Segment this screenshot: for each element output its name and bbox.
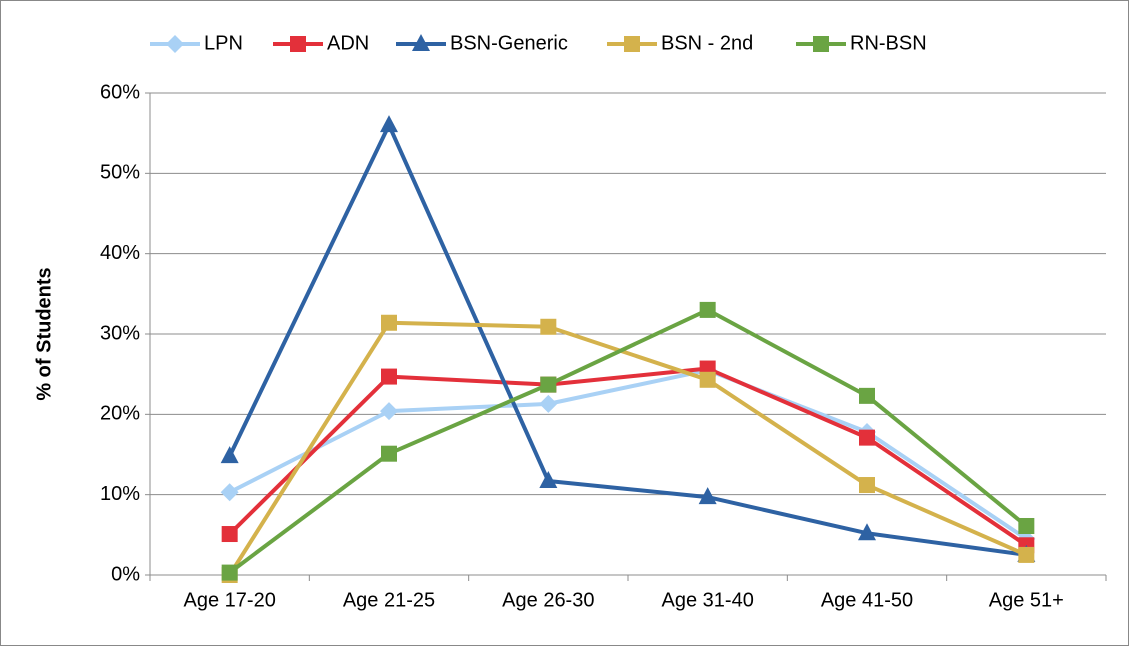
data-point bbox=[539, 471, 558, 489]
data-point bbox=[699, 371, 716, 388]
data-point bbox=[859, 387, 875, 404]
y-tick-label: 30% bbox=[100, 322, 140, 344]
y-tick-label: 40% bbox=[100, 242, 140, 264]
data-point bbox=[381, 445, 397, 462]
data-point bbox=[859, 477, 875, 494]
legend-label: ADN bbox=[327, 32, 369, 54]
series-line bbox=[228, 307, 1028, 575]
x-tick-label: Age 51+ bbox=[989, 589, 1064, 611]
legend-label: RN-BSN bbox=[850, 32, 927, 54]
series-line bbox=[227, 123, 1027, 557]
series-line bbox=[228, 366, 1028, 547]
x-tick-label: Age 26-30 bbox=[502, 589, 594, 611]
data-point bbox=[859, 429, 875, 446]
data-point bbox=[381, 368, 397, 385]
x-tick-label: Age 31-40 bbox=[662, 589, 754, 611]
legend-swatch-marker bbox=[412, 34, 430, 51]
y-axis-title: % of Students bbox=[33, 267, 55, 400]
data-point bbox=[221, 526, 238, 543]
y-tick-label: 60% bbox=[100, 81, 140, 103]
data-point bbox=[540, 376, 557, 393]
data-point bbox=[539, 394, 558, 413]
legend-label: BSN-Generic bbox=[450, 32, 568, 54]
data-point bbox=[380, 115, 398, 133]
data-point bbox=[698, 487, 717, 505]
x-tick-label: Age 41-50 bbox=[821, 589, 913, 611]
series-line bbox=[227, 320, 1028, 577]
data-point bbox=[1018, 546, 1035, 563]
x-tick-label: Age 17-20 bbox=[184, 589, 276, 611]
data-point bbox=[380, 402, 398, 421]
legend-label: BSN - 2nd bbox=[661, 32, 753, 54]
legend-swatch-marker bbox=[813, 36, 829, 52]
legend-swatch-marker bbox=[624, 36, 640, 52]
data-point bbox=[220, 483, 239, 502]
y-tick-label: 50% bbox=[100, 162, 140, 184]
data-point bbox=[381, 314, 397, 331]
data-point bbox=[221, 564, 238, 581]
data-point bbox=[540, 318, 557, 335]
data-point bbox=[1018, 517, 1035, 534]
legend-label: LPN bbox=[204, 32, 243, 54]
series-line bbox=[228, 368, 1028, 541]
y-tick-label: 10% bbox=[100, 483, 140, 505]
legend-swatch-marker bbox=[290, 36, 306, 52]
y-tick-label: 0% bbox=[111, 563, 140, 585]
data-point bbox=[699, 301, 716, 318]
data-point bbox=[858, 523, 876, 541]
data-point bbox=[220, 446, 239, 464]
y-tick-label: 20% bbox=[100, 403, 140, 425]
x-tick-label: Age 21-25 bbox=[343, 589, 435, 611]
legend-swatch-marker bbox=[166, 35, 184, 53]
